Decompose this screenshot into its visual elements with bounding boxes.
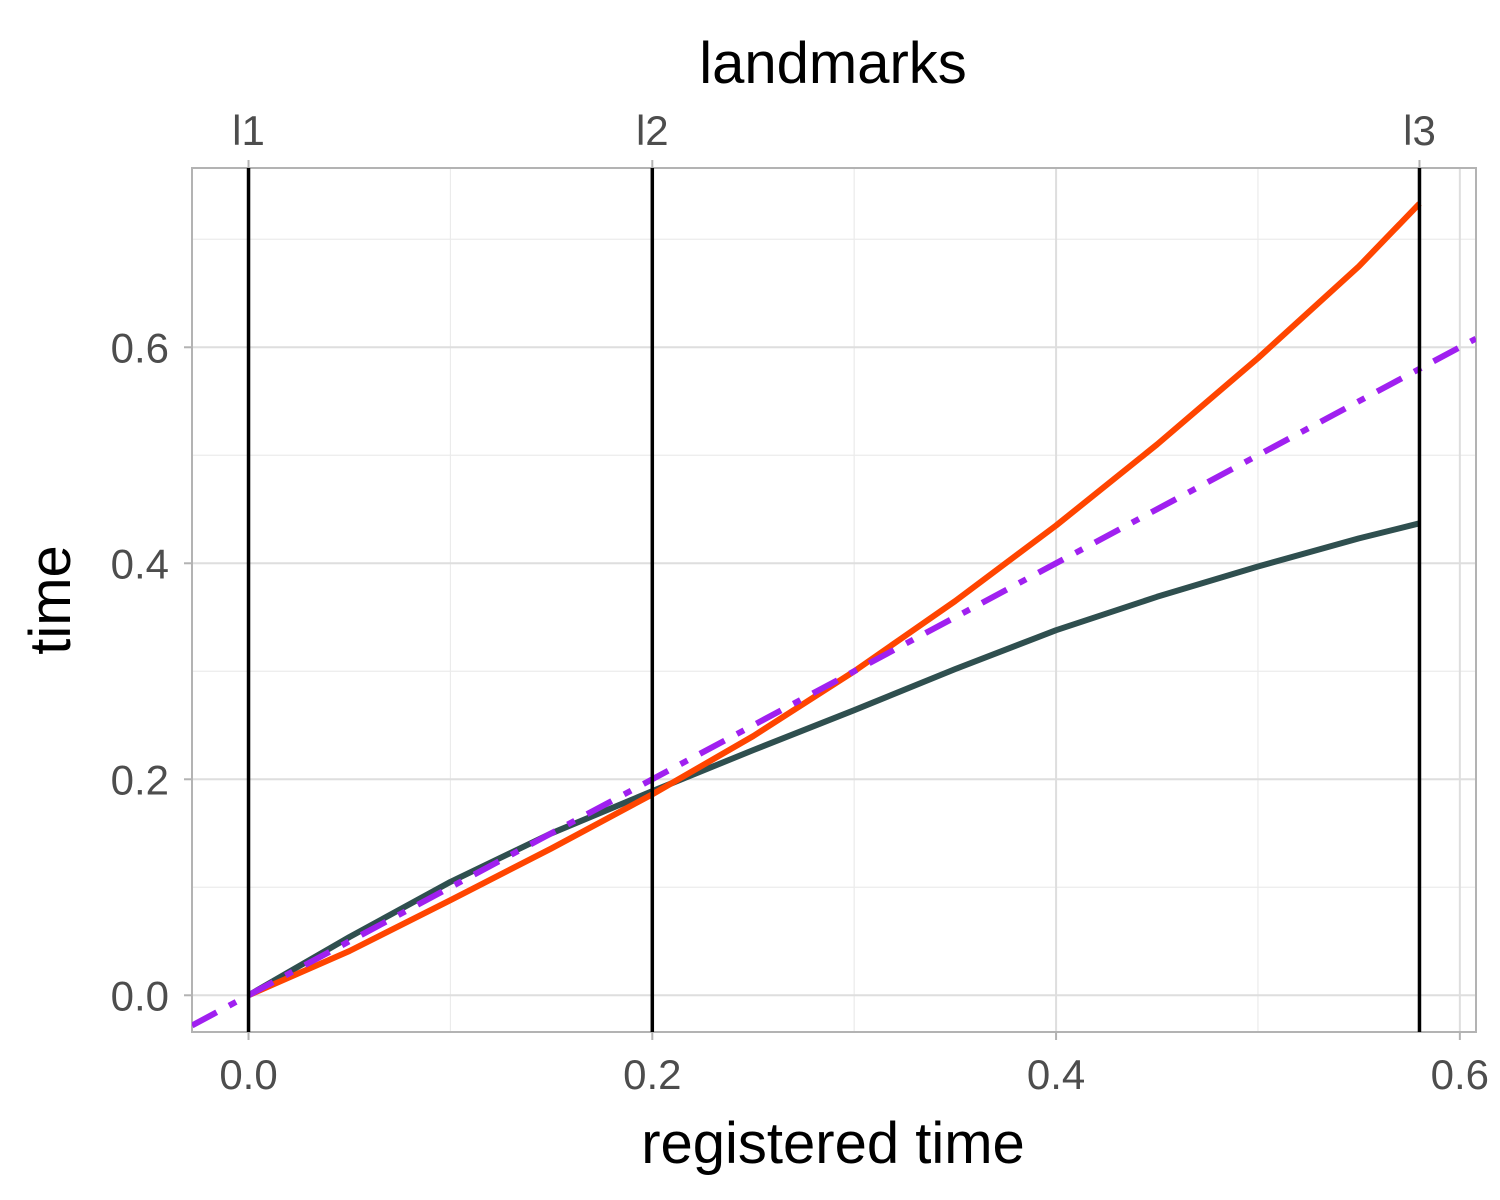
series-layer (192, 201, 1476, 1029)
x-tick-label-1: 0.2 (623, 1051, 681, 1098)
grid-minor (192, 168, 1476, 1032)
y-tick-label-0: 0.0 (111, 972, 169, 1019)
series-line-0 (247, 520, 1421, 998)
series-line-1 (247, 201, 1422, 999)
landmark-layer: l1 l2 l3 (232, 107, 1436, 1032)
chart-title: landmarks (699, 31, 967, 96)
series-line-2 (192, 335, 1476, 1029)
landmark-label-l2: l2 (636, 107, 669, 154)
x-tick-label-0: 0.0 (219, 1051, 277, 1098)
y-axis-title: time (18, 545, 83, 655)
x-axis-title: registered time (641, 1111, 1025, 1176)
y-tick-label-1: 0.2 (111, 756, 169, 803)
landmark-label-l3: l3 (1403, 107, 1436, 154)
y-tick-label-3: 0.6 (111, 324, 169, 371)
grid-major (192, 168, 1476, 1032)
y-axis-ticks: 0.0 0.2 0.4 0.6 (111, 324, 192, 1019)
y-tick-label-2: 0.4 (111, 540, 169, 587)
panel-border (191, 167, 1477, 1033)
x-axis-ticks: 0.0 0.2 0.4 0.6 (219, 1032, 1489, 1098)
x-tick-label-2: 0.4 (1027, 1051, 1085, 1098)
x-tick-label-3: 0.6 (1431, 1051, 1489, 1098)
landmark-label-l1: l1 (232, 107, 265, 154)
